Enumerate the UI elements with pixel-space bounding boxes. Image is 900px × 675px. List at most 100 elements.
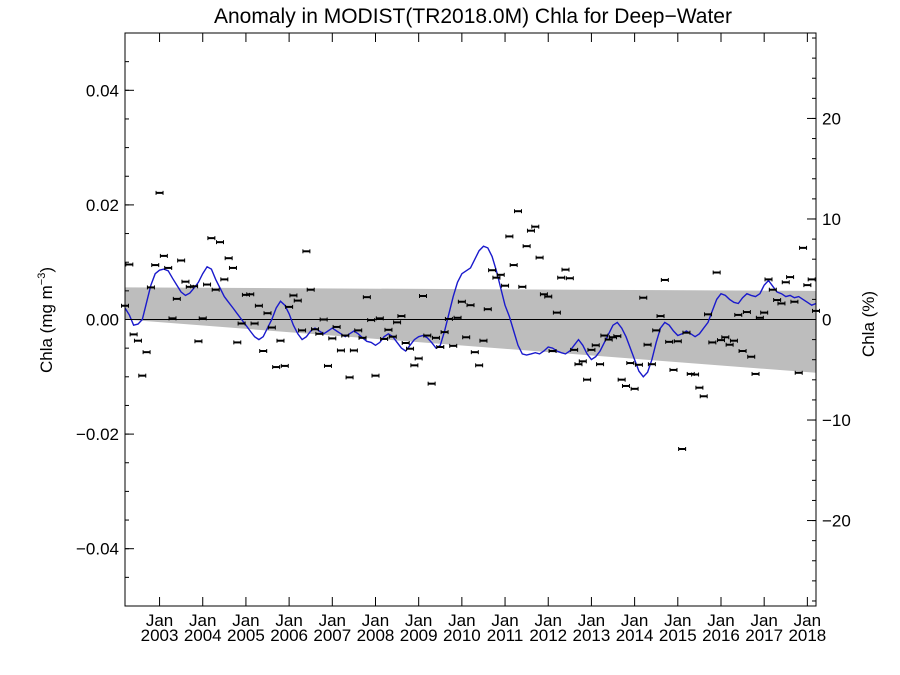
data-point: [133, 338, 142, 343]
data-point: [349, 348, 358, 353]
data-point: [440, 330, 449, 335]
data-point: [574, 362, 583, 367]
data-point: [669, 367, 678, 372]
y-tick-label-right: 10: [822, 210, 841, 229]
data-point: [742, 310, 751, 315]
data-point: [228, 265, 237, 270]
data-point: [267, 325, 276, 330]
data-point: [570, 347, 579, 352]
x-tick-label-year: 2013: [573, 626, 611, 645]
data-point: [168, 316, 177, 321]
y-tick-label-left: 0.00: [86, 311, 119, 330]
data-point: [621, 383, 630, 388]
data-point: [375, 316, 384, 321]
data-point: [358, 335, 367, 340]
data-point: [220, 277, 229, 282]
data-point: [678, 446, 687, 451]
x-tick-label-year: 2008: [357, 626, 395, 645]
data-point: [682, 330, 691, 335]
data-point: [362, 295, 371, 300]
data-point: [583, 377, 592, 382]
data-point: [488, 268, 497, 273]
x-tick-label-month: Jan: [664, 611, 691, 630]
data-point: [794, 370, 803, 375]
x-tick-label-year: 2017: [745, 626, 783, 645]
data-point: [457, 299, 466, 304]
right-y-axis: 20 10 0 −10 −20: [807, 37, 851, 602]
data-point: [721, 335, 730, 340]
data-point: [203, 282, 212, 287]
data-point: [738, 349, 747, 354]
data-point: [436, 345, 445, 350]
data-point: [453, 315, 462, 320]
data-point: [250, 321, 259, 326]
data-point: [125, 262, 134, 267]
data-point: [578, 359, 587, 364]
data-point: [755, 315, 764, 320]
data-point: [643, 342, 652, 347]
data-point: [319, 317, 328, 322]
x-tick-label-month: Jan: [319, 611, 346, 630]
y-tick-label-left: 0.04: [86, 81, 119, 100]
data-point: [509, 263, 518, 268]
data-point: [790, 299, 799, 304]
data-point: [272, 365, 281, 370]
data-point: [708, 340, 717, 345]
data-point: [276, 338, 285, 343]
data-point: [634, 362, 643, 367]
data-point: [695, 385, 704, 390]
data-point: [479, 338, 488, 343]
data-point: [406, 346, 415, 351]
data-point: [596, 362, 605, 367]
data-point: [285, 304, 294, 309]
data-point: [626, 361, 635, 366]
data-point: [630, 386, 639, 391]
x-axis: Jan2003Jan2004Jan2005Jan2006Jan2007Jan20…: [141, 33, 826, 645]
data-point: [444, 316, 453, 321]
data-point: [159, 253, 168, 258]
data-point: [712, 270, 721, 275]
y-tick-label-right: 0: [822, 311, 831, 330]
data-point: [298, 328, 307, 333]
data-point: [514, 209, 523, 214]
data-point: [526, 228, 535, 233]
data-point: [535, 255, 544, 260]
data-point: [617, 377, 626, 382]
data-point: [263, 311, 272, 316]
data-point: [254, 303, 263, 308]
x-tick-label-year: 2003: [141, 626, 179, 645]
data-point: [237, 321, 246, 326]
x-tick-label-year: 2007: [313, 626, 351, 645]
data-point: [591, 343, 600, 348]
data-point: [786, 275, 795, 280]
x-tick-label-month: Jan: [448, 611, 475, 630]
x-tick-label-year: 2018: [788, 626, 826, 645]
left-y-axis: 0.04 0.02 0.00 −0.02 −0.04: [76, 32, 134, 607]
data-point: [354, 328, 363, 333]
data-point: [380, 336, 389, 341]
data-point: [652, 328, 661, 333]
x-tick-label-year: 2015: [659, 626, 697, 645]
data-point: [401, 340, 410, 345]
data-point: [716, 338, 725, 343]
data-point: [302, 249, 311, 254]
x-tick-label-year: 2010: [443, 626, 481, 645]
data-point: [138, 373, 147, 378]
data-point: [384, 327, 393, 332]
data-point: [233, 340, 242, 345]
data-point: [470, 350, 479, 355]
data-point: [699, 394, 708, 399]
data-point: [367, 318, 376, 323]
data-point: [216, 240, 225, 245]
data-point: [198, 316, 207, 321]
x-tick-label-month: Jan: [794, 611, 821, 630]
y-tick-label-right: −10: [822, 411, 851, 430]
data-point: [734, 312, 743, 317]
data-point: [747, 354, 756, 359]
data-point: [587, 347, 596, 352]
data-point: [146, 285, 155, 290]
data-point: [656, 314, 665, 319]
data-point: [552, 310, 561, 315]
x-tick-label-year: 2014: [616, 626, 654, 645]
x-tick-label-month: Jan: [535, 611, 562, 630]
